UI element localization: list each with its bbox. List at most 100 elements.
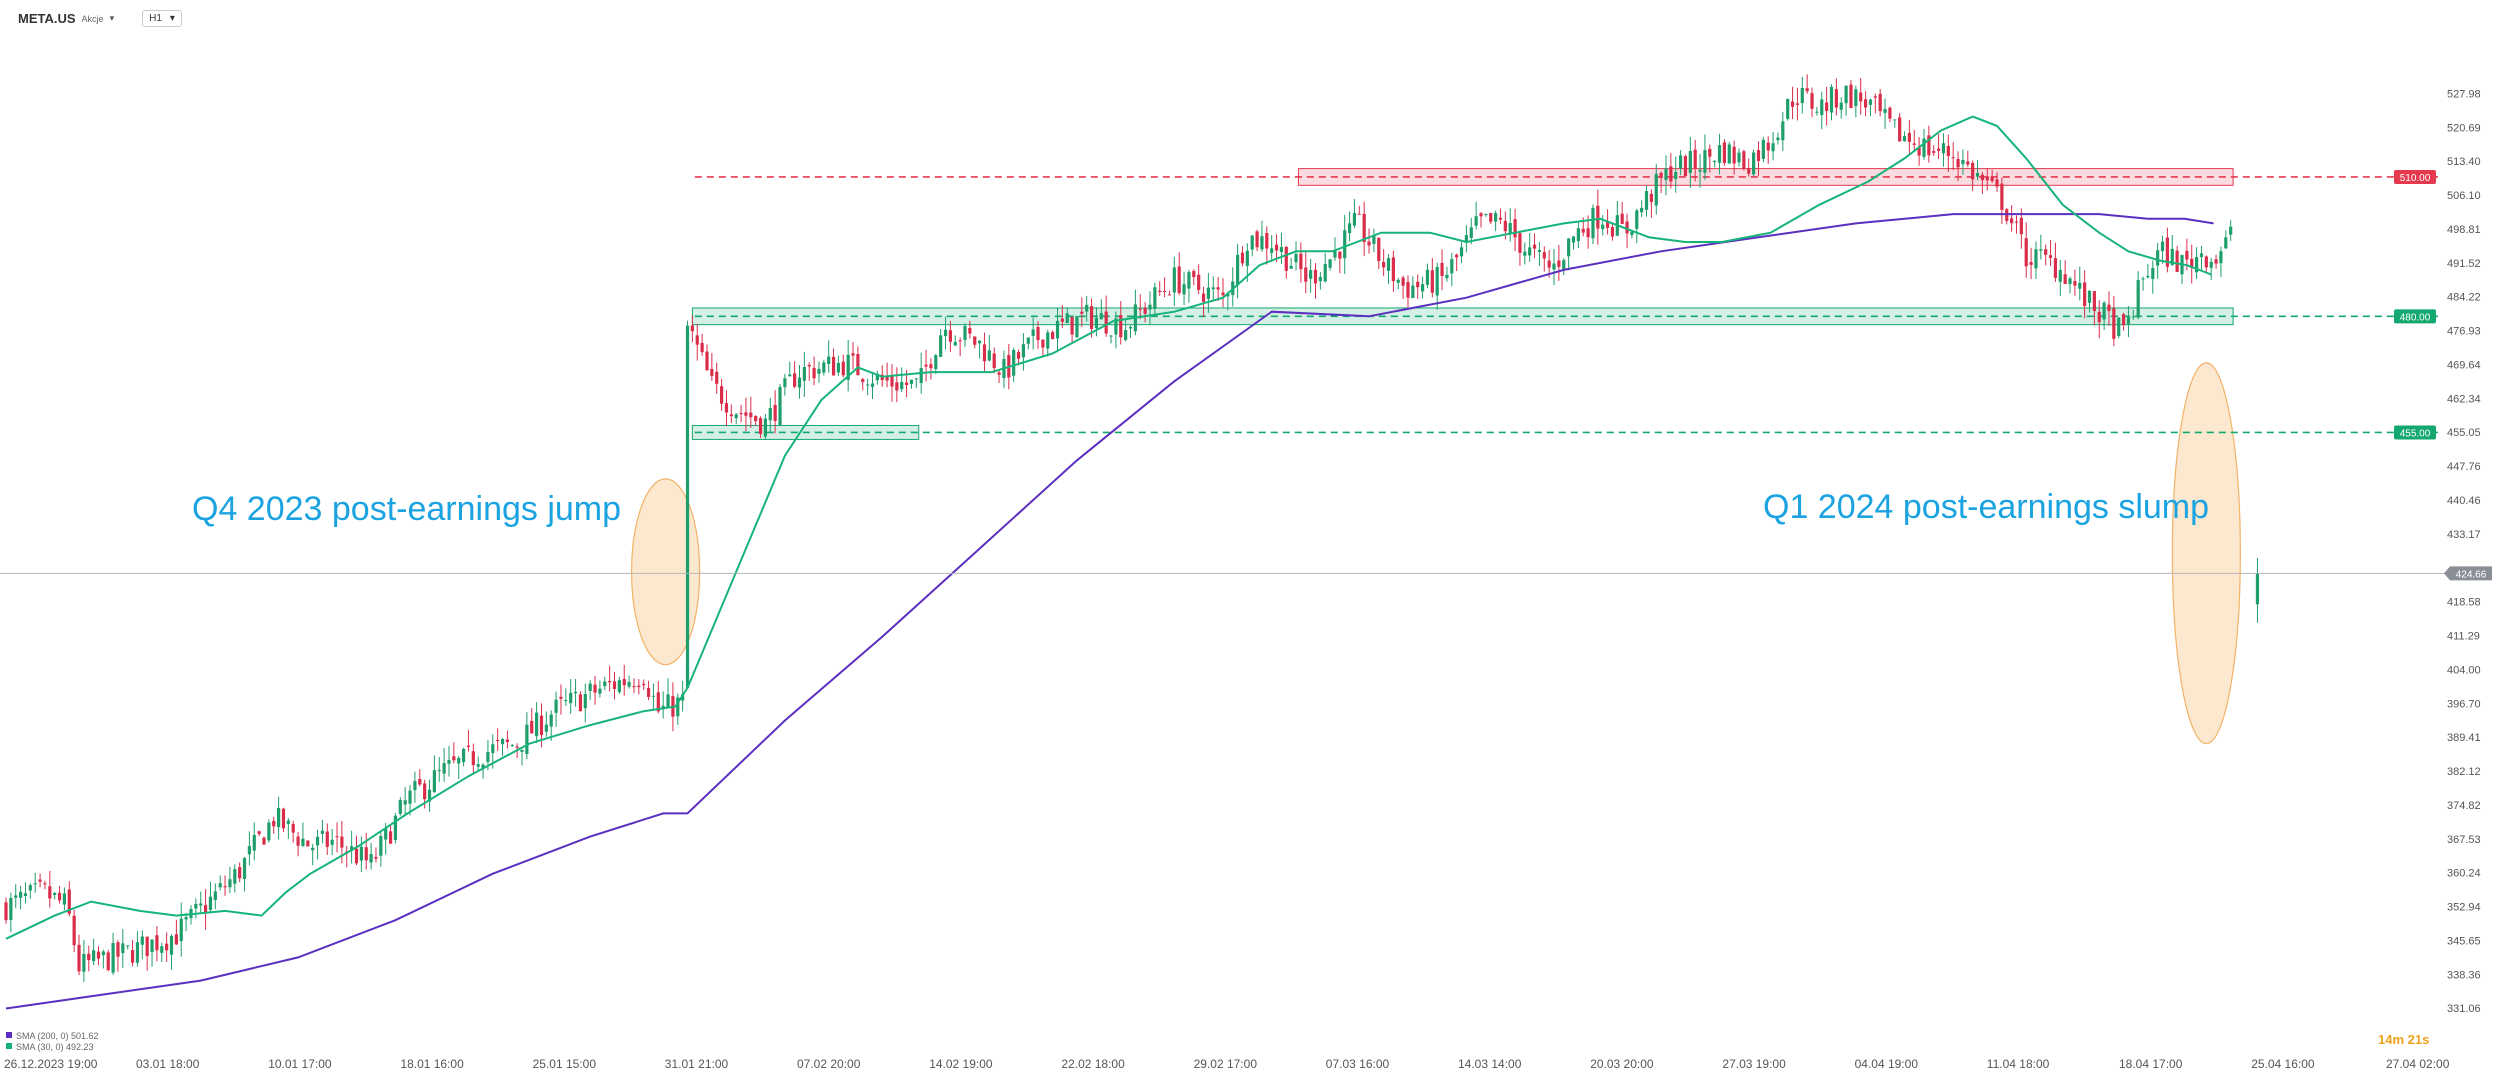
candle-body bbox=[2078, 282, 2082, 289]
candle-body bbox=[315, 836, 320, 846]
symbol-type: Akcje bbox=[81, 13, 104, 24]
candle-body bbox=[505, 739, 510, 743]
candle-body bbox=[1284, 246, 1288, 271]
candle-body bbox=[2117, 317, 2121, 336]
candle-body bbox=[481, 764, 485, 769]
candle-body bbox=[174, 934, 178, 945]
candle-body bbox=[958, 340, 962, 342]
symbol-name[interactable]: META.US bbox=[18, 11, 76, 26]
symbol-dropdown-icon[interactable]: ▾ bbox=[109, 13, 115, 23]
candle-body bbox=[1601, 224, 1605, 230]
candle-body bbox=[1863, 99, 1868, 108]
candle-body bbox=[895, 382, 899, 391]
candle-body bbox=[963, 326, 967, 340]
candle-body bbox=[948, 330, 952, 342]
candle-body bbox=[1333, 250, 1337, 258]
x-tick-label: 25.04 16:00 bbox=[2251, 1057, 2315, 1071]
candle-body bbox=[982, 344, 987, 362]
candle-body bbox=[2146, 275, 2150, 278]
candle-body bbox=[603, 681, 607, 687]
candle-body bbox=[1489, 213, 1493, 222]
y-tick-label: 433.17 bbox=[2447, 529, 2481, 541]
candle-body bbox=[296, 836, 300, 846]
candle-body bbox=[1406, 281, 1410, 298]
candle-body bbox=[1070, 317, 1074, 335]
candle-body bbox=[1474, 216, 1478, 226]
candle-body bbox=[1143, 307, 1147, 314]
indicator-label[interactable]: SMA (30, 0) 492.23 bbox=[16, 1042, 94, 1052]
y-tick-label: 418.58 bbox=[2447, 597, 2481, 609]
candle-body bbox=[1435, 266, 1439, 296]
candle-body bbox=[1678, 155, 1683, 169]
candle-body bbox=[1274, 244, 1279, 251]
candle-body bbox=[1644, 191, 1649, 210]
candle-body bbox=[875, 373, 879, 381]
candle-body bbox=[2204, 256, 2208, 268]
candle-body bbox=[398, 799, 402, 814]
candle-body bbox=[1440, 262, 1444, 276]
candle-body bbox=[1240, 252, 1245, 264]
candle-body bbox=[121, 943, 125, 954]
candle-body bbox=[223, 886, 227, 888]
candle-body bbox=[681, 694, 685, 701]
candle-body bbox=[2058, 269, 2062, 282]
candle-body bbox=[2165, 237, 2169, 267]
candle-body bbox=[1425, 269, 1430, 285]
candle-body bbox=[126, 945, 130, 947]
candle-body bbox=[257, 831, 261, 835]
candle-body bbox=[43, 883, 47, 885]
candle-body bbox=[822, 362, 826, 373]
y-tick-label: 345.65 bbox=[2447, 935, 2481, 947]
candle-body bbox=[1941, 143, 1946, 154]
candle-body bbox=[374, 856, 378, 859]
candle-body bbox=[335, 836, 339, 838]
candle-body bbox=[306, 840, 310, 847]
candle-body bbox=[77, 944, 81, 972]
candle-body bbox=[1153, 287, 1157, 309]
candle-body bbox=[783, 378, 787, 388]
candle-body bbox=[807, 364, 811, 367]
candle-body bbox=[987, 350, 991, 361]
candle-body bbox=[861, 379, 865, 382]
candle-body bbox=[1016, 352, 1021, 359]
candle-body bbox=[856, 353, 860, 376]
candle-body bbox=[1523, 251, 1527, 256]
candle-body bbox=[408, 790, 412, 804]
candle-body bbox=[2141, 278, 2145, 280]
candle-body bbox=[491, 744, 495, 754]
candle-body bbox=[184, 917, 188, 920]
candle-body bbox=[1630, 231, 1634, 236]
candle-body bbox=[1810, 93, 1814, 109]
x-tick-label: 29.02 17:00 bbox=[1194, 1057, 1258, 1071]
indicator-label[interactable]: SMA (200, 0) 501.62 bbox=[16, 1031, 99, 1041]
candle-body bbox=[2229, 226, 2233, 235]
candle-body bbox=[520, 749, 524, 752]
candle-body bbox=[116, 942, 120, 957]
candle-body bbox=[1800, 88, 1804, 104]
candle-body bbox=[1036, 327, 1040, 341]
timeframe-select[interactable]: H1 ▾ bbox=[142, 10, 182, 27]
candle-body bbox=[1834, 89, 1838, 108]
candle-body bbox=[1503, 220, 1507, 232]
candle-body bbox=[1557, 260, 1561, 267]
candle-body bbox=[2121, 314, 2126, 326]
y-tick-label: 440.46 bbox=[2447, 495, 2481, 507]
candle-body bbox=[1825, 102, 1829, 111]
candle-body bbox=[1737, 152, 1741, 163]
candle-body bbox=[1094, 317, 1099, 329]
candle-body bbox=[559, 696, 563, 699]
x-tick-label: 14.03 14:00 bbox=[1458, 1057, 1522, 1071]
level-tag-label: 455.00 bbox=[2400, 428, 2431, 439]
candle-body bbox=[1055, 320, 1060, 339]
candle-body bbox=[427, 789, 432, 802]
candle-body bbox=[724, 403, 729, 413]
indicator-swatch bbox=[6, 1043, 12, 1049]
candle-body bbox=[4, 902, 8, 921]
candle-body bbox=[1576, 228, 1580, 242]
candle-body bbox=[1995, 179, 1999, 187]
candle-body bbox=[1883, 108, 1887, 113]
candle-body bbox=[1177, 266, 1181, 294]
candle-body bbox=[1688, 151, 1692, 173]
candle-body bbox=[393, 815, 398, 840]
